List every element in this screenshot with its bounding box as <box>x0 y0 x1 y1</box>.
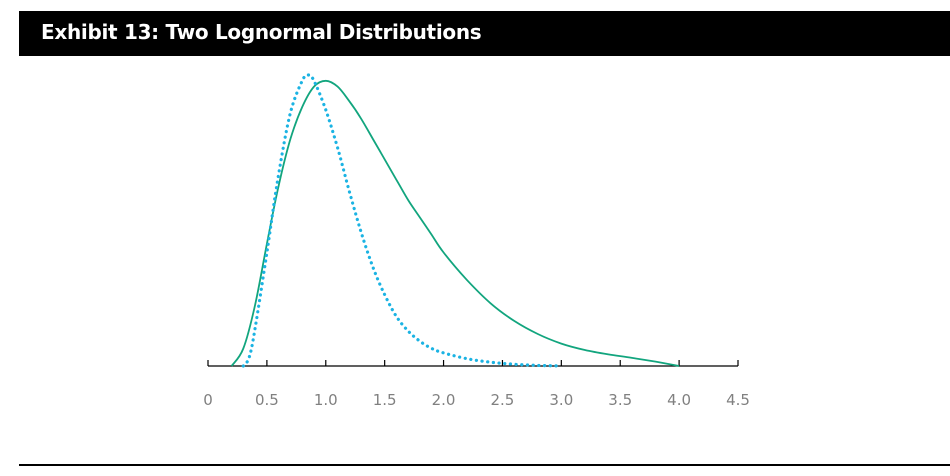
x-tick-label: 1.5 <box>373 391 397 409</box>
x-axis: 0 0.5 1.0 1.5 2.0 2.5 3.0 3.5 4.0 4.5 <box>203 360 750 409</box>
series-line-solid <box>230 79 680 367</box>
x-tick-label: 3.5 <box>608 391 632 409</box>
x-tick-label: 0.5 <box>255 391 279 409</box>
x-tick-label: 4.5 <box>726 391 750 409</box>
x-tick-label: 2.5 <box>491 391 515 409</box>
series-group <box>230 73 680 368</box>
series-line-dotted <box>241 73 563 368</box>
x-tick-label: 4.0 <box>667 391 691 409</box>
exhibit-title-bar: Exhibit 13: Two Lognormal Distributions <box>19 11 950 56</box>
x-tick-label: 2.0 <box>432 391 456 409</box>
x-tick-label: 1.0 <box>314 391 338 409</box>
bottom-rule <box>19 464 950 466</box>
x-tick-label: 3.0 <box>549 391 573 409</box>
x-tick-label: 0 <box>203 391 213 409</box>
exhibit-title: Exhibit 13: Two Lognormal Distributions <box>41 20 482 44</box>
